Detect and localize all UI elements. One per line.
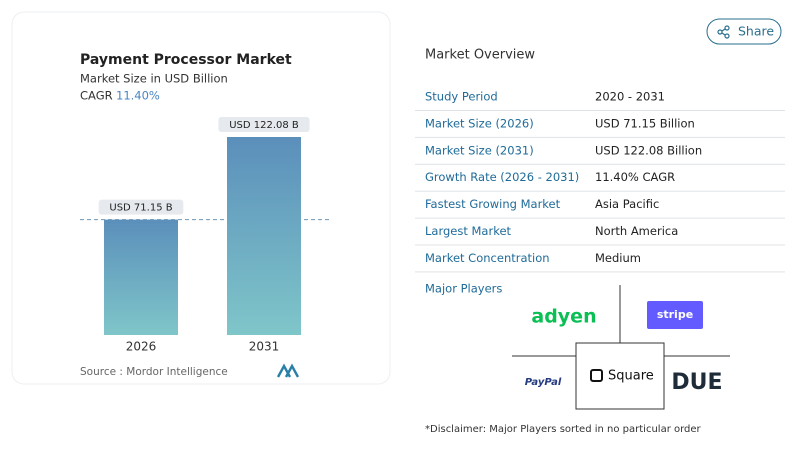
bar [227, 137, 301, 335]
row-value: 2020 - 2031 [595, 90, 665, 104]
disclaimer: *Disclaimer: Major Players sorted in no … [425, 424, 702, 435]
row-label: Market Size (2026) [425, 116, 534, 130]
row-line [415, 110, 785, 111]
row-value: Asia Pacific [595, 197, 659, 211]
row-line [415, 136, 785, 138]
row-line [415, 217, 785, 219]
share-label[interactable]: Share [738, 24, 774, 39]
x-tick-label: 2031 [249, 340, 280, 354]
cagr-label: CAGR [80, 89, 113, 103]
row-line [415, 190, 785, 192]
player-logo: DUE [671, 370, 722, 395]
row-value: North America [595, 224, 678, 238]
value-label-bg [218, 117, 310, 132]
overview-title: Market Overview [425, 48, 535, 63]
value-label: USD 122.08 B [229, 120, 299, 131]
players-title: Major Players [425, 282, 502, 296]
x-tick-label: 2026 [126, 340, 157, 354]
source-logo [276, 363, 300, 378]
player-logo: adyen [531, 306, 596, 328]
square-icon [590, 369, 603, 382]
value-label: USD 71.15 B [109, 203, 172, 214]
row-line [415, 271, 785, 273]
chart-title: Payment Processor Market [80, 52, 292, 68]
stripe-badge [647, 301, 703, 329]
row-label: Market Size (2031) [425, 143, 534, 157]
row-value: 11.40% CAGR [595, 170, 675, 184]
player-logo: PayPal [525, 377, 562, 388]
row-line [415, 244, 785, 246]
cagr-value: 11.40% [116, 89, 160, 103]
row-value: USD 122.08 Billion [595, 143, 702, 157]
row-label: Fastest Growing Market [425, 197, 561, 211]
value-label-bg [98, 199, 184, 215]
row-label: Market Concentration [425, 251, 550, 265]
row-label: Study Period [425, 90, 498, 104]
row-label: Largest Market [425, 224, 512, 238]
player-logo: stripe [657, 308, 693, 321]
player-logo: Square [608, 369, 654, 384]
row-line [415, 163, 785, 165]
row-value: Medium [595, 251, 641, 265]
share-icon [717, 25, 730, 39]
row-label: Growth Rate (2026 - 2031) [425, 170, 579, 184]
overview-table: Study Period 2020 - 2031 Market Size (2026… [415, 90, 785, 273]
row-value: USD 71.15 Billion [595, 116, 695, 130]
chart: USD 71.15 B 2026 USD 122.08 B 2031 [80, 117, 330, 354]
bar [104, 219, 178, 335]
chart-subtitle: Market Size in USD Billion [80, 72, 228, 86]
source: Source : Mordor Intelligence [80, 366, 228, 378]
